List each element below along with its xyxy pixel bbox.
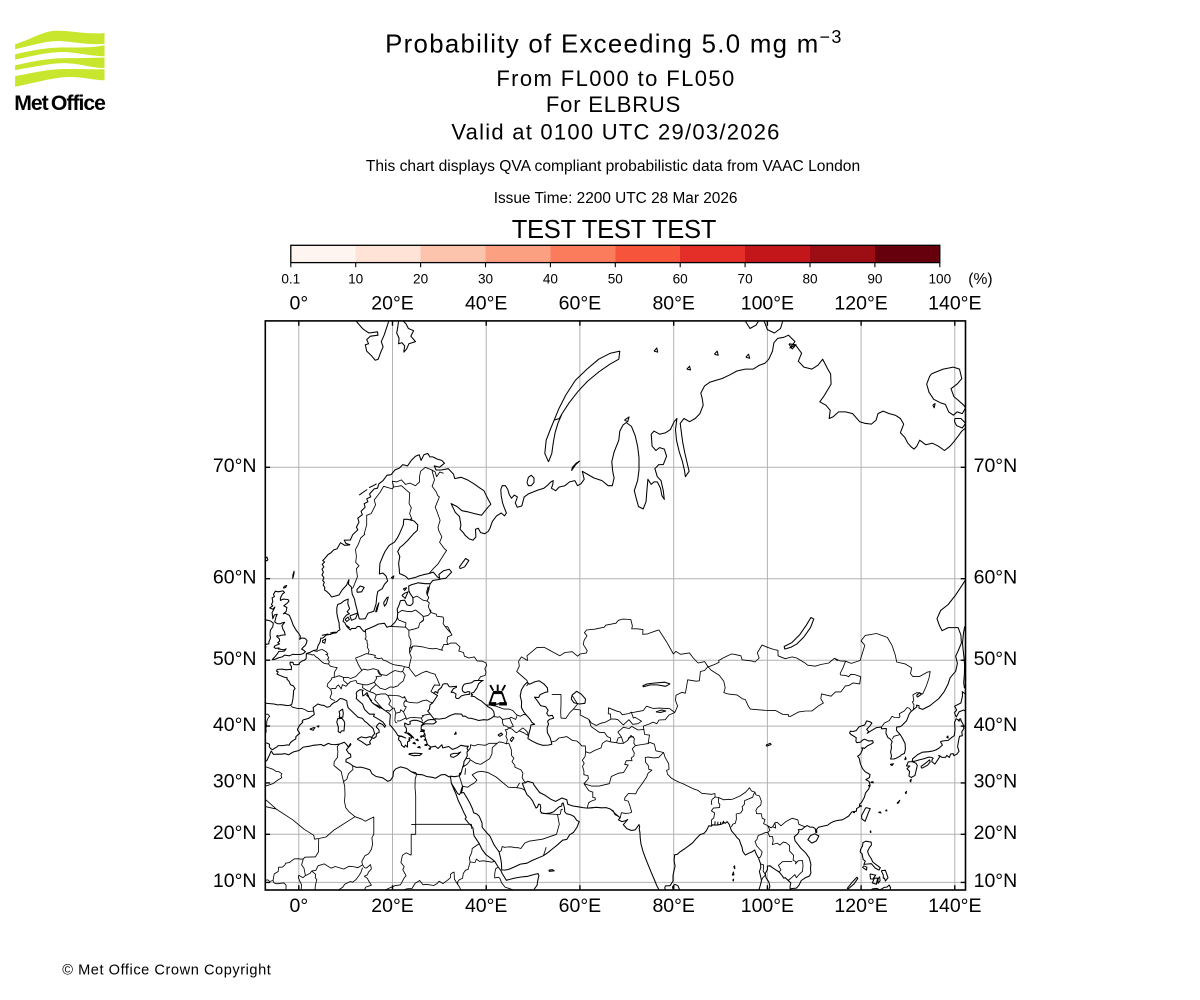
svg-text:20°N: 20°N	[213, 822, 257, 844]
svg-text:50: 50	[608, 272, 624, 287]
svg-text:70°N: 70°N	[213, 455, 257, 477]
svg-text:100°E: 100°E	[741, 293, 794, 315]
svg-text:50°N: 50°N	[974, 648, 1018, 670]
svg-text:From FL000 to FL050: From FL000 to FL050	[496, 66, 735, 91]
svg-text:40°E: 40°E	[465, 293, 508, 315]
svg-text:20°N: 20°N	[974, 822, 1018, 844]
svg-text:20: 20	[413, 272, 429, 287]
svg-text:20°E: 20°E	[371, 293, 414, 315]
svg-text:70°N: 70°N	[974, 455, 1018, 477]
svg-text:80°E: 80°E	[652, 895, 695, 917]
svg-text:10: 10	[348, 272, 364, 287]
svg-text:Issue Time: 2200 UTC 28 Mar 20: Issue Time: 2200 UTC 28 Mar 2026	[494, 190, 738, 207]
svg-text:60: 60	[673, 272, 689, 287]
svg-text:Met Office: Met Office	[14, 92, 106, 115]
svg-text:60°E: 60°E	[559, 895, 602, 917]
svg-text:80: 80	[802, 272, 818, 287]
svg-text:0°: 0°	[289, 895, 308, 917]
svg-text:TEST TEST TEST: TEST TEST TEST	[512, 216, 717, 244]
svg-text:60°E: 60°E	[559, 293, 602, 315]
svg-text:40°N: 40°N	[974, 714, 1018, 736]
svg-text:(%): (%)	[968, 271, 992, 288]
svg-text:50°N: 50°N	[213, 648, 257, 670]
svg-text:10°N: 10°N	[213, 870, 257, 892]
svg-text:40°N: 40°N	[213, 714, 257, 736]
svg-text:0°: 0°	[289, 293, 308, 315]
svg-text:30°N: 30°N	[213, 771, 257, 793]
svg-text:90: 90	[867, 272, 883, 287]
svg-text:For ELBRUS: For ELBRUS	[546, 92, 681, 117]
svg-text:70: 70	[738, 272, 754, 287]
svg-text:60°N: 60°N	[213, 567, 257, 589]
svg-text:© Met Office Crown Copyright: © Met Office Crown Copyright	[62, 963, 271, 979]
svg-text:0.1: 0.1	[281, 272, 300, 287]
svg-text:40: 40	[543, 272, 559, 287]
svg-text:10°N: 10°N	[974, 870, 1018, 892]
svg-text:Valid at 0100 UTC 29/03/2026: Valid at 0100 UTC 29/03/2026	[451, 119, 780, 144]
svg-text:30: 30	[478, 272, 494, 287]
svg-text:40°E: 40°E	[465, 895, 508, 917]
svg-text:80°E: 80°E	[652, 293, 695, 315]
svg-text:30°N: 30°N	[974, 771, 1018, 793]
svg-text:120°E: 120°E	[834, 293, 887, 315]
svg-text:140°E: 140°E	[928, 895, 981, 917]
svg-text:Probability of Exceeding 5.0 m: Probability of Exceeding 5.0 mg m−3	[385, 27, 842, 59]
svg-text:140°E: 140°E	[928, 293, 981, 315]
svg-text:This chart displays QVA compli: This chart displays QVA compliant probab…	[366, 158, 860, 175]
svg-text:100°E: 100°E	[741, 895, 794, 917]
svg-text:100: 100	[928, 272, 951, 287]
svg-text:120°E: 120°E	[834, 895, 887, 917]
svg-text:60°N: 60°N	[974, 567, 1018, 589]
svg-text:20°E: 20°E	[371, 895, 414, 917]
